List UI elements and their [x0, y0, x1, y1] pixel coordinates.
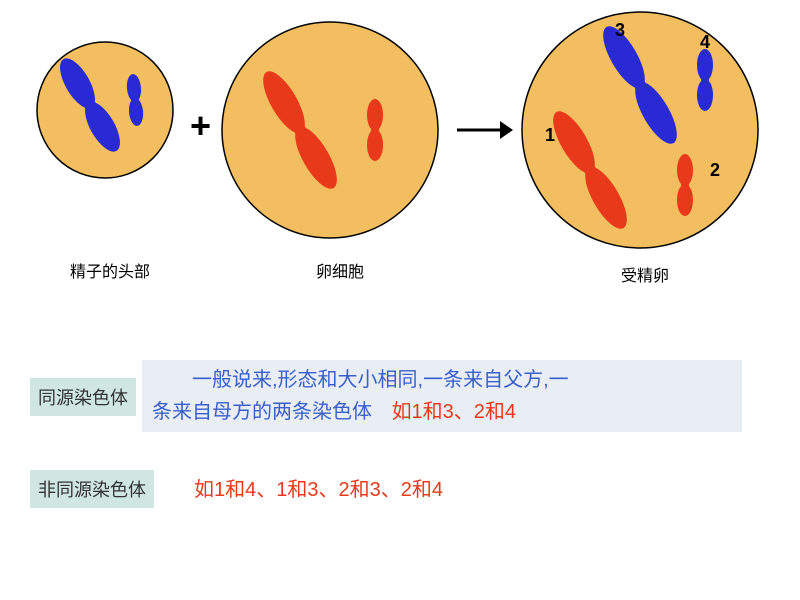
chrom-label-4: 4 [700, 32, 710, 53]
nonhomologous-term: 非同源染色体 [30, 470, 154, 508]
chrom-label-2: 2 [710, 160, 720, 181]
diagram-area: + [0, 0, 800, 310]
sperm-cell [35, 40, 175, 180]
homologous-desc-line2a: 条来自母方的两条染色体 [152, 401, 372, 423]
sperm-label: 精子的头部 [60, 258, 160, 282]
homologous-section: 同源染色体 一般说来,形态和大小相同,一条来自父方,一 条来自母方的两条染色体 … [30, 360, 742, 432]
chrom-label-3: 3 [615, 20, 625, 41]
chrom-label-1: 1 [545, 125, 555, 146]
homologous-desc-line1: 一般说来,形态和大小相同,一条来自父方,一 [152, 364, 732, 396]
homologous-term: 同源染色体 [30, 378, 136, 416]
homologous-desc: 一般说来,形态和大小相同,一条来自父方,一 条来自母方的两条染色体 如1和3、2… [142, 360, 742, 432]
plus-operator: + [190, 105, 211, 147]
arrow-icon [455, 115, 515, 145]
zygote-cell [520, 10, 760, 250]
zygote-label: 受精卵 [605, 262, 685, 286]
egg-label: 卵细胞 [300, 258, 380, 282]
egg-cell [220, 20, 440, 240]
nonhomologous-section: 非同源染色体 如1和4、1和3、2和3、2和4 [30, 470, 453, 510]
nonhomologous-desc: 如1和4、1和3、2和3、2和4 [184, 470, 453, 510]
homologous-desc-highlight: 如1和3、2和4 [392, 401, 517, 423]
